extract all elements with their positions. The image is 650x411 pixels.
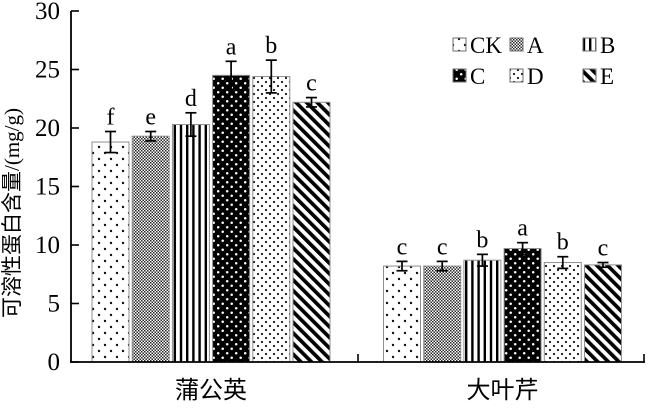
bar-c-g1 [212,74,251,363]
sig-letter-a-g1: e [145,105,156,131]
bar-ck-g1 [91,141,130,363]
legend-swatch-a [509,37,524,52]
sig-letter-ck-g2: c [397,234,408,260]
bar-d-g1 [252,76,291,363]
y-tick-label-15: 15 [35,174,60,201]
bar-e-g2 [584,264,622,363]
sig-letter-d-g2: b [557,230,569,256]
bar-a-g1 [131,135,170,363]
tick-labels-layer: 0 5 10 15 20 25 30 [35,0,60,376]
legend-swatch-e [582,68,597,83]
axes-layer [70,10,645,363]
axis-titles-layer: 蒲公英 大叶芹 可溶性蛋白含量/(mg/g) [0,108,539,404]
legend-swatch-ck [452,37,467,52]
sig-letter-a-g2: c [437,234,448,260]
legend: CK A B C D E [452,33,615,89]
sig-letter-b-g2: b [476,227,488,253]
y-tick-label-10: 10 [35,232,60,259]
y-tick-label-0: 0 [48,349,61,376]
legend-label-e: E [600,64,614,89]
bar-a-g2 [423,265,462,363]
x-group-label-2: 大叶芹 [467,377,539,404]
legend-swatch-c [452,68,467,83]
sig-letters-layer: f c e c d b a a b b c c [107,33,609,261]
bar-ck-g2 [383,265,421,363]
sig-letter-e-g1: c [306,71,317,97]
error-bars-layer [105,59,609,272]
legend-swatch-d [509,68,524,83]
y-tick-label-5: 5 [48,291,61,318]
sig-letter-c-g1: a [226,34,237,60]
bar-d-g2 [543,262,582,363]
sig-letter-ck-g1: f [107,105,115,131]
legend-swatch-b [582,37,597,52]
sig-letter-b-g1: d [185,86,197,112]
y-tick-label-30: 30 [35,0,60,25]
y-axis-title: 可溶性蛋白含量/(mg/g) [0,108,24,318]
y-tick-label-25: 25 [35,57,60,84]
sig-letter-e-g2: c [598,236,609,262]
x-group-label-1: 蒲公英 [175,377,247,404]
legend-label-c: C [470,64,485,89]
y-tick-label-20: 20 [35,115,60,142]
bars-layer [91,74,622,363]
sig-letter-d-g1: b [265,33,277,59]
bar-c-g2 [503,248,542,363]
legend-label-ck: CK [470,33,502,58]
bar-b-g1 [171,123,210,363]
legend-label-b: B [600,33,615,58]
legend-label-d: D [527,64,544,89]
bar-e-g1 [292,101,331,363]
sig-letter-c-g2: a [517,216,528,242]
legend-label-a: A [527,33,544,58]
bar-b-g2 [463,259,502,363]
